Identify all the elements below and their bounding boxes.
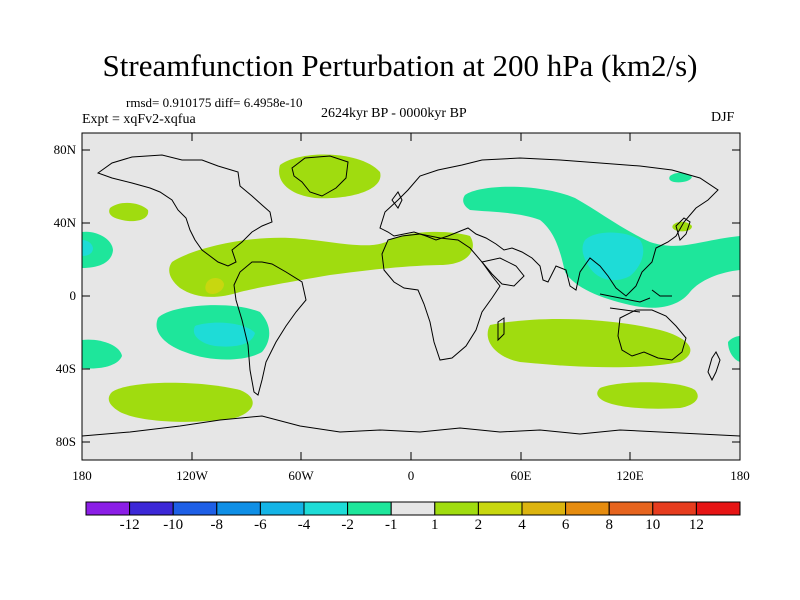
coastline-greenland xyxy=(291,155,349,197)
colorbar-label: 2 xyxy=(474,517,483,533)
contour-positive-greenland xyxy=(279,154,381,199)
coastline-antarctica xyxy=(82,415,740,437)
ylabel-0: 0 xyxy=(69,288,77,303)
ylabel-80n: 80N xyxy=(53,142,76,157)
colorbar-label: -1 xyxy=(384,517,398,533)
coastline-africa xyxy=(381,233,501,361)
xlabel-60w: 60W xyxy=(288,468,314,483)
axis-ticks xyxy=(81,133,741,460)
coastline-madagascar xyxy=(497,317,505,342)
colorbar-box xyxy=(565,501,610,516)
coastline-north-america xyxy=(96,154,273,267)
colorbar-box xyxy=(434,501,479,516)
contour-negative-west-pacific-core xyxy=(82,240,93,256)
ylabel-40n: 40N xyxy=(53,215,76,230)
colorbar-box xyxy=(172,501,218,516)
contour-positive-central-america-core xyxy=(205,278,224,295)
colorbar-box xyxy=(695,501,741,516)
contour-negative-southeast-pacific xyxy=(82,339,122,369)
colorbar-box xyxy=(347,501,392,516)
colorbar-label: 8 xyxy=(605,517,613,533)
coastline-uk xyxy=(391,191,403,209)
coastline-indonesia xyxy=(599,289,672,313)
colorbar-box xyxy=(390,501,436,516)
colorbar-box xyxy=(85,501,131,516)
colorbar-label: -6 xyxy=(254,517,267,533)
colorbar-label: -12 xyxy=(119,517,140,533)
season-label: DJF xyxy=(711,110,735,125)
ylabel-80s: 80S xyxy=(55,434,76,449)
xlabel-120e: 120E xyxy=(616,468,644,483)
colorbar-label: 1 xyxy=(431,517,439,533)
colorbar-box xyxy=(129,501,174,516)
contour-positive-south-pacific xyxy=(108,382,253,422)
experiment-label: Expt = xqFv2-xqfua xyxy=(82,112,196,127)
colorbar-label: 4 xyxy=(518,517,526,533)
colorbar-label: -2 xyxy=(341,517,354,533)
colorbar-box xyxy=(521,501,567,516)
colorbar-box xyxy=(652,501,697,516)
contour-positive-southern-ocean xyxy=(597,382,698,409)
colorbar-label: 10 xyxy=(645,517,661,533)
contour-positive-north-pacific xyxy=(109,202,149,222)
colorbar-box xyxy=(216,501,261,516)
contour-negative-asia-core xyxy=(582,232,644,281)
coastline-arabia xyxy=(481,257,525,287)
period-label: 2624kyr BP - 0000kyr BP xyxy=(321,106,467,121)
contour-negative-arctic-pacific xyxy=(669,172,692,183)
stats-label: rmsd= 0.910175 diff= 6.4958e-10 xyxy=(126,95,303,110)
anomaly-contours xyxy=(82,154,740,422)
colorbar-box xyxy=(259,501,305,516)
coastline-south-america xyxy=(233,261,307,396)
contour-positive-south-indian xyxy=(487,318,691,368)
contour-positive-tropical-atlantic xyxy=(169,231,473,297)
xlabel-0: 0 xyxy=(407,468,415,483)
colorbar-label: -4 xyxy=(297,517,311,533)
plot-title: Streamfunction Perturbation at 200 hPa (… xyxy=(102,48,698,83)
contour-negative-east-edge xyxy=(728,336,740,362)
coastline-new-zealand xyxy=(707,351,721,382)
coastline-australia xyxy=(617,309,687,361)
xlabel-120w: 120W xyxy=(176,468,208,483)
colorbar-box xyxy=(608,501,654,516)
coastlines xyxy=(82,154,740,437)
colorbar-label: 6 xyxy=(561,517,570,533)
colorbar-label: -10 xyxy=(163,517,184,533)
xlabel-60e: 60E xyxy=(510,468,532,483)
colorbar xyxy=(85,501,741,516)
contour-negative-west-pacific-edge xyxy=(82,231,113,268)
coastline-eurasia xyxy=(379,157,719,297)
coastline-japan xyxy=(675,217,691,241)
ylabel-40s: 40S xyxy=(55,361,76,376)
colorbar-box xyxy=(303,501,349,516)
xlabel-180e: 180 xyxy=(730,468,750,483)
colorbar-box xyxy=(477,501,523,516)
colorbar-label: -8 xyxy=(210,517,224,533)
contour-negative-south-pacific-core xyxy=(193,322,255,347)
xlabel-180w: 180 xyxy=(72,468,92,483)
colorbar-label: 12 xyxy=(688,517,704,533)
